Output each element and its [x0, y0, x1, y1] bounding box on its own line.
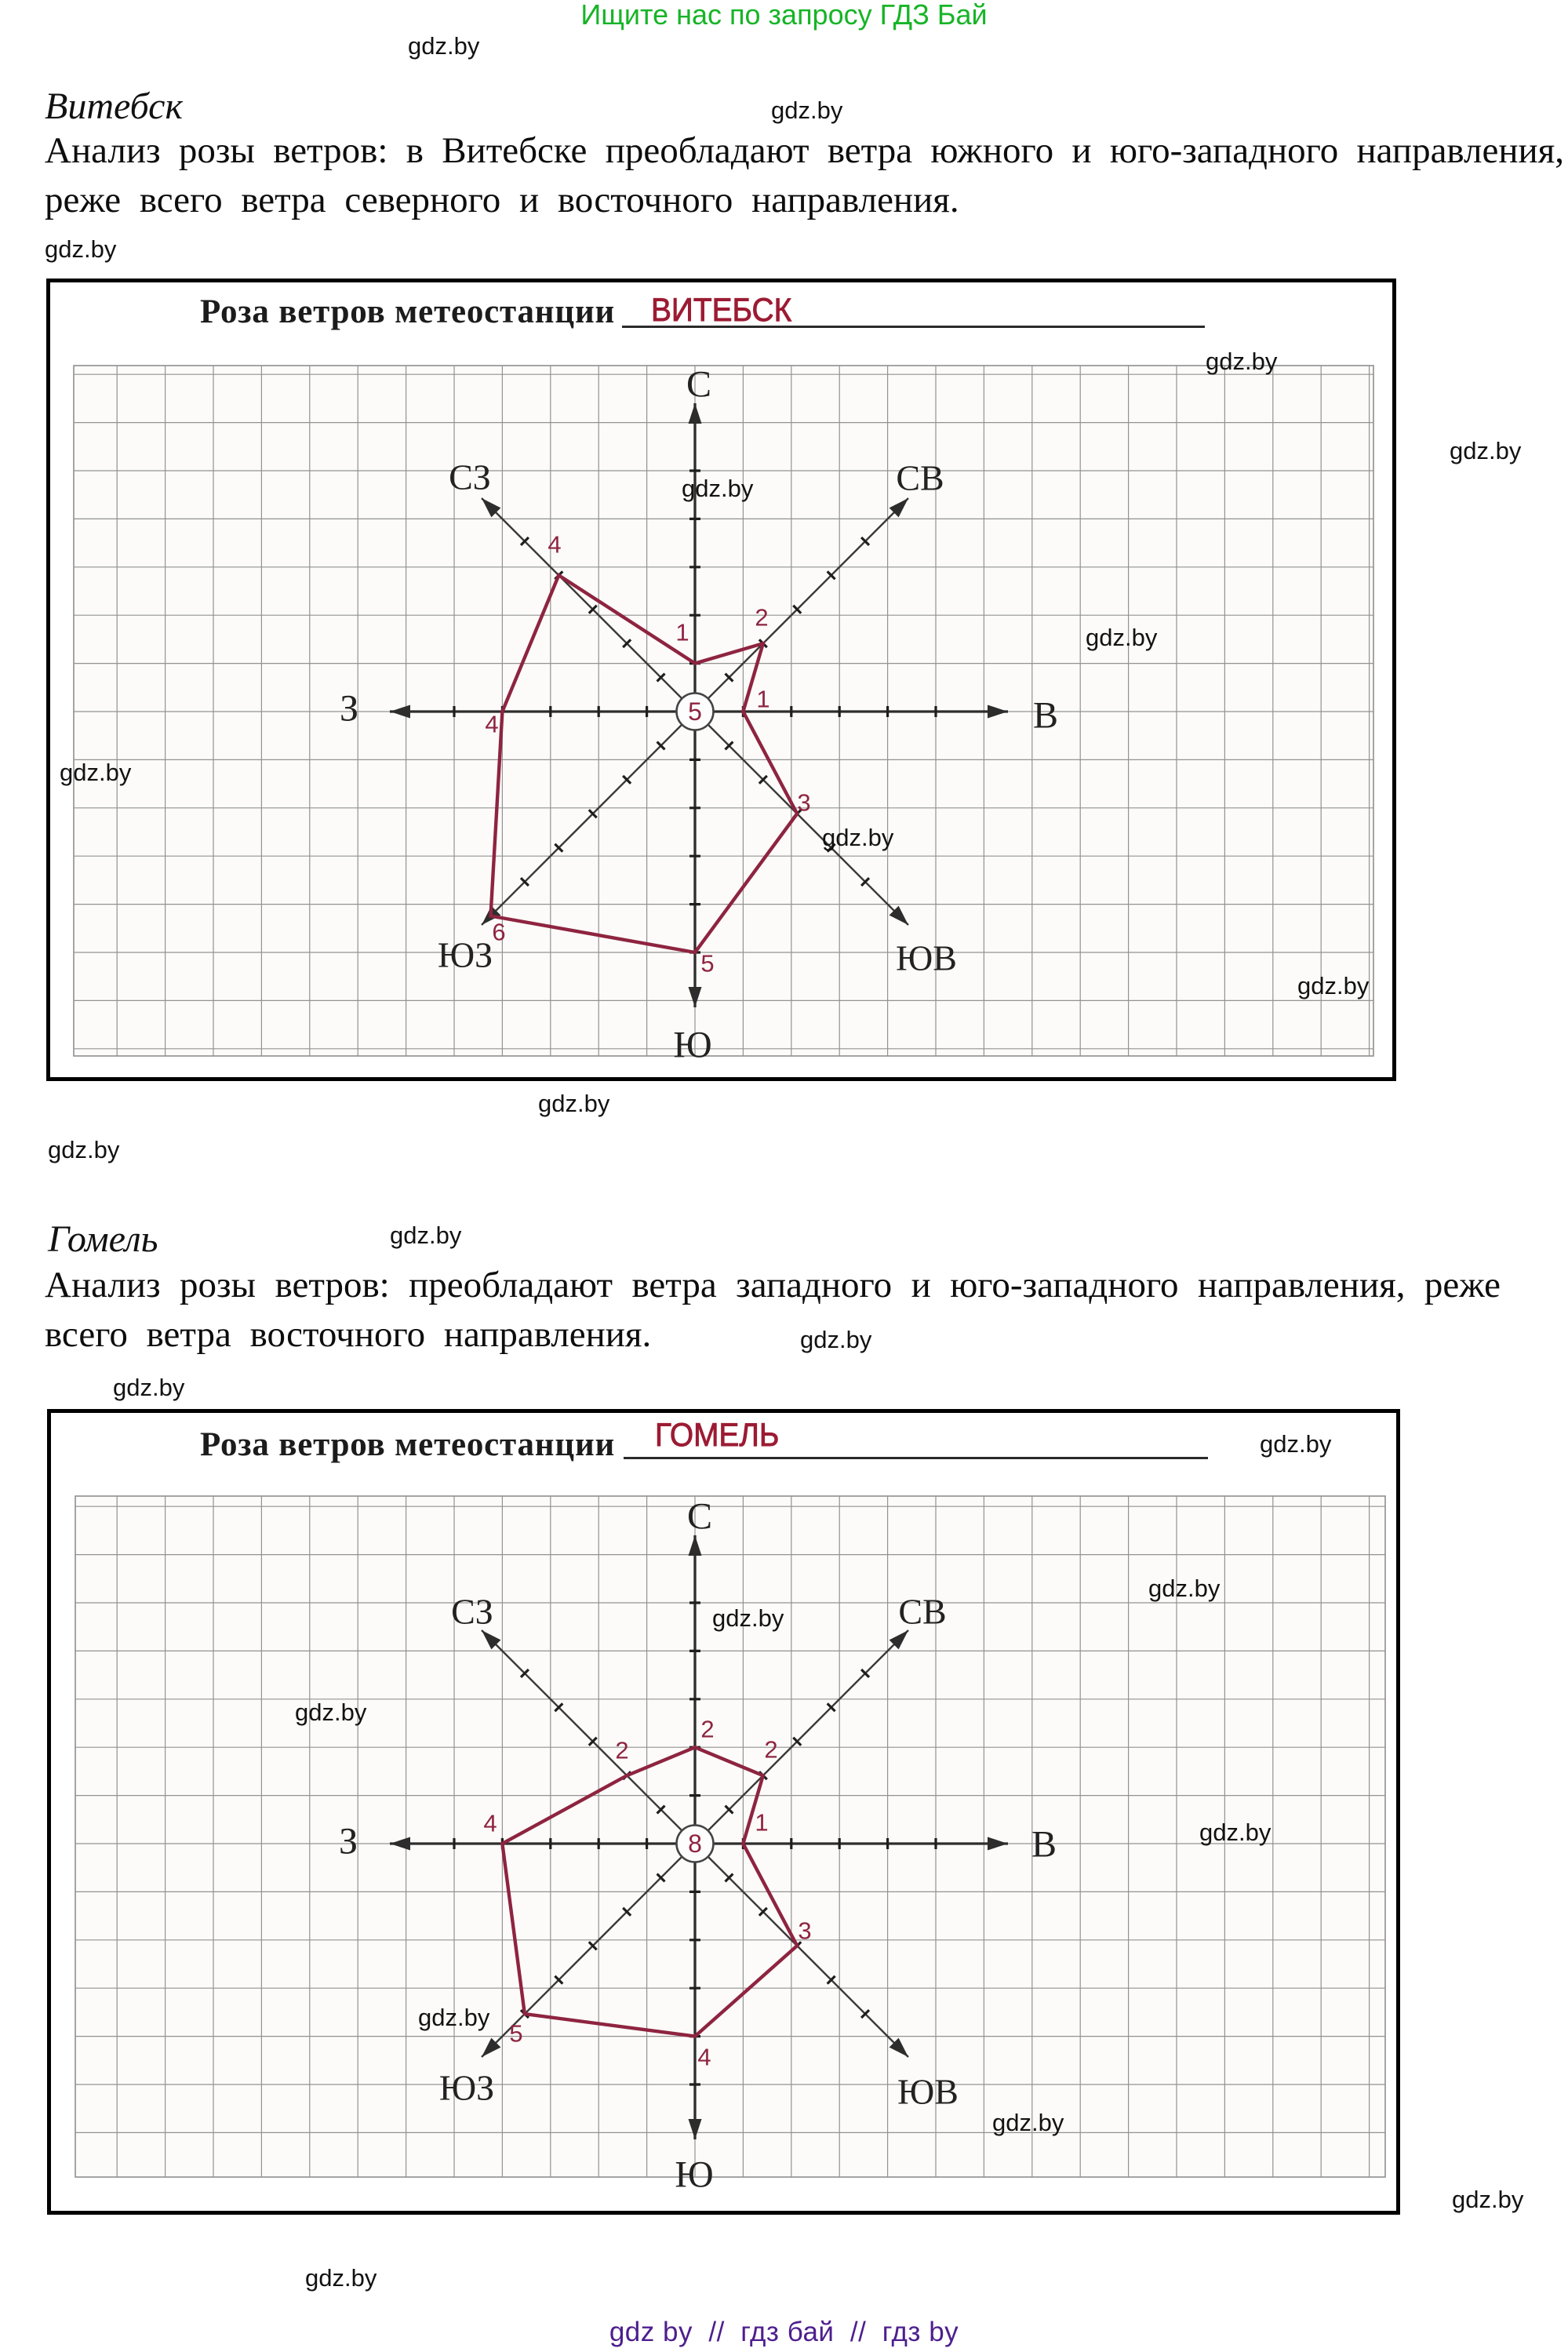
svg-text:СЗ: СЗ: [451, 1592, 493, 1632]
svg-text:ЮВ: ЮВ: [896, 938, 957, 978]
svg-text:ЮЗ: ЮЗ: [439, 2068, 494, 2108]
svg-text:4: 4: [483, 1810, 497, 1837]
svg-text:З: З: [340, 688, 358, 730]
svg-text:СВ: СВ: [898, 1592, 946, 1632]
svg-text:1: 1: [756, 686, 769, 713]
svg-text:4: 4: [485, 711, 498, 738]
svg-text:2: 2: [764, 1736, 777, 1764]
svg-text:6: 6: [492, 919, 505, 946]
svg-text:5: 5: [509, 2020, 522, 2048]
svg-text:4: 4: [548, 531, 561, 559]
svg-text:2: 2: [700, 1716, 714, 1743]
svg-text:2: 2: [615, 1737, 628, 1764]
svg-text:2: 2: [755, 604, 768, 632]
svg-text:4: 4: [697, 2044, 711, 2071]
svg-text:5: 5: [688, 697, 702, 726]
svg-text:С: С: [687, 1496, 712, 1538]
svg-text:З: З: [339, 1821, 358, 1862]
svg-text:В: В: [1031, 1824, 1057, 1866]
svg-text:СЗ: СЗ: [449, 457, 491, 497]
svg-text:ЮВ: ЮВ: [897, 2072, 959, 2112]
svg-text:Ю: Ю: [675, 2154, 713, 2196]
svg-text:1: 1: [755, 1809, 768, 1837]
svg-text:8: 8: [688, 1830, 702, 1858]
svg-text:1: 1: [675, 619, 689, 646]
svg-text:5: 5: [700, 950, 714, 978]
svg-text:3: 3: [798, 1917, 811, 1945]
svg-text:СВ: СВ: [896, 458, 944, 498]
svg-text:С: С: [686, 364, 711, 406]
svg-text:Ю: Ю: [673, 1025, 711, 1066]
svg-text:3: 3: [797, 789, 810, 817]
svg-text:ЮЗ: ЮЗ: [438, 935, 493, 975]
svg-text:В: В: [1033, 695, 1058, 737]
